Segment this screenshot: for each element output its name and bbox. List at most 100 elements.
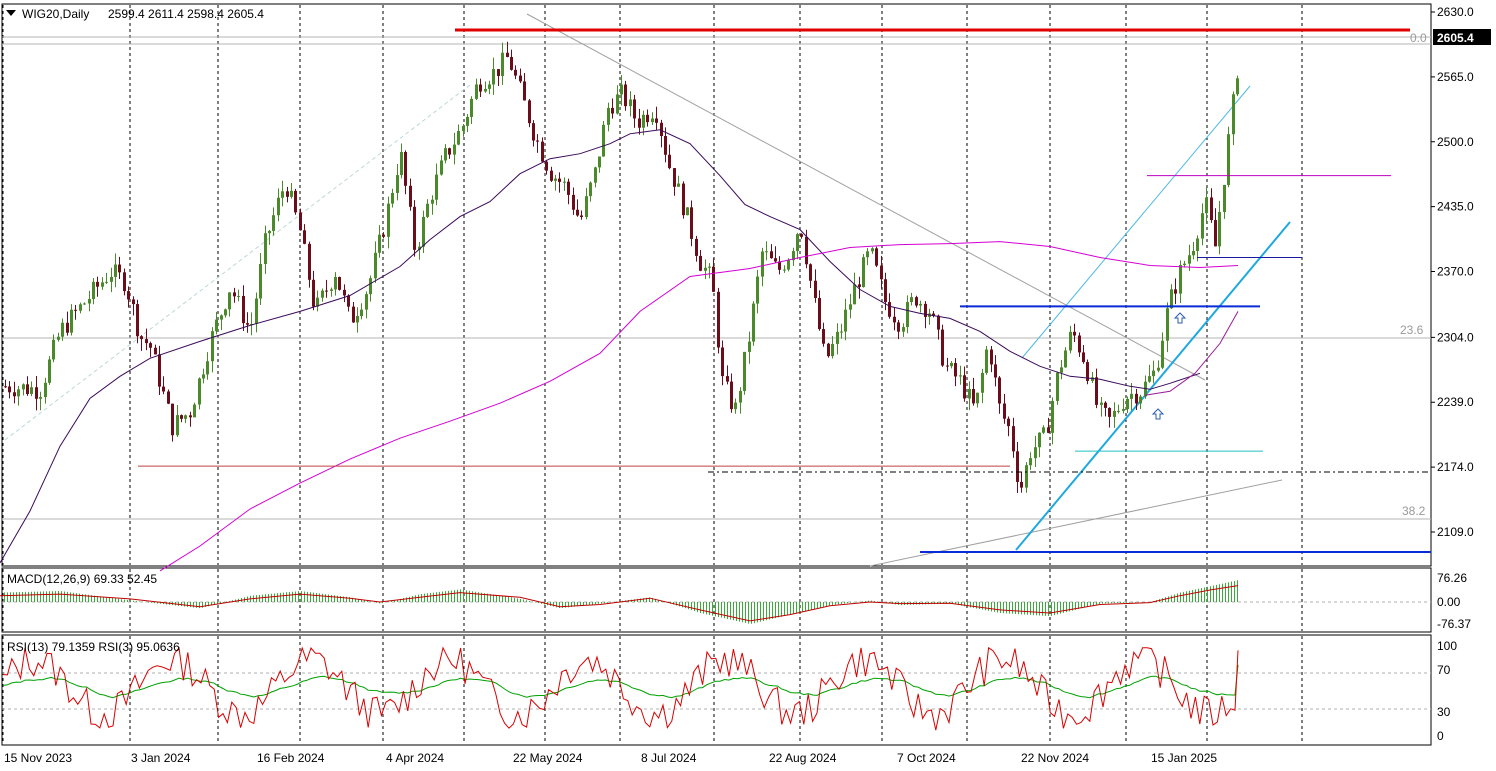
candle-down [712,266,715,292]
candle-up [88,299,91,304]
candle-down [668,154,671,169]
candle-up [1166,308,1169,341]
arrow-markers [1151,312,1187,420]
candle-down [1047,427,1050,433]
candle-down [171,403,174,436]
trend-lines [4,13,1291,567]
candle-up [976,392,979,404]
candle-up [756,276,759,304]
candle-down [514,69,517,76]
candle-down [528,100,531,124]
candle-down [541,141,544,162]
candle-up [277,197,280,216]
candle-up [796,234,799,252]
candle-down [158,354,161,387]
candle-down [946,365,949,367]
candle-up [677,183,680,187]
candle-up [563,181,566,183]
candle-down [858,284,861,287]
candle-down [123,272,126,292]
rsi-panel [1,634,1432,746]
candle-up [783,269,786,271]
candle-up [105,281,108,283]
candle-down [35,387,38,399]
candle-down [294,190,297,213]
candle-down [994,364,997,378]
y-tick-label: 2174.0 [1437,460,1474,474]
x-axis: 15 Nov 2023 3 Jan 2024 16 Feb 2024 4 Apr 20… [4,751,1217,765]
candle-down [132,299,135,305]
y-tick-label: 2630.0 [1437,5,1474,19]
candle-up [594,167,597,183]
candle-up [959,375,962,377]
candle-up [391,192,394,204]
candle-up [602,124,605,157]
candle-down [506,52,509,57]
candle-down [4,386,7,388]
candle-up [387,203,390,237]
candle-up [39,397,42,399]
candle-up [1179,264,1182,294]
candle-up [1152,370,1155,377]
candle-down [726,376,729,382]
candle-up [950,363,953,367]
candle-down [827,343,830,357]
candle-up [22,384,25,390]
candle-down [167,391,170,404]
moving-average-line [1144,311,1239,396]
symbol-label: WIG20,Daily [22,7,89,21]
candle-up [1100,402,1103,405]
y-tick-label: 2500.0 [1437,135,1474,149]
x-tick-label: 16 Feb 2024 [257,751,325,765]
candle-up [259,263,262,299]
candle-down [682,183,685,216]
candle-down [308,243,311,280]
rsi-tick-label: 70 [1437,663,1451,677]
candle-down [8,386,11,393]
candle-up [400,152,403,176]
candle-up [761,251,764,277]
candle-up [919,303,922,306]
x-tick-label: 22 May 2024 [513,751,583,765]
candle-up [492,69,495,85]
candle-down [972,389,975,404]
candle-up [1038,432,1041,448]
downtrend-line [526,13,1206,381]
candle-down [1020,481,1023,488]
candle-up [1148,376,1151,382]
candle-up [748,341,751,352]
candle-up [686,207,689,216]
candle-down [774,258,777,262]
candle-up [849,304,852,310]
dropdown-triangle-icon[interactable] [6,10,16,16]
candle-up [378,234,381,253]
x-tick-label: 15 Jan 2025 [1151,751,1217,765]
candle-up [374,252,377,279]
candle-down [611,107,614,114]
candle-up [356,316,359,323]
candle-down [924,303,927,317]
uptrend-channel [1021,85,1251,359]
candle-up [585,196,588,218]
candle-down [118,264,121,273]
candle-down [809,264,812,281]
candle-up [1025,465,1028,488]
y-tick-label: 2435.0 [1437,200,1474,214]
candle-down [888,302,891,317]
candle-down [822,329,825,344]
candle-up [369,278,372,295]
y-tick-label: 2370.0 [1437,265,1474,279]
candle-down [479,84,482,92]
candle-down [497,69,500,76]
candle-up [110,276,113,282]
candle-up [215,319,218,332]
candle-up [176,415,179,436]
x-tick-label: 22 Nov 2024 [1021,751,1089,765]
candle-down [1073,331,1076,336]
candle-up [444,148,447,161]
candle-down [382,234,385,237]
candle-up [316,297,319,307]
candle-down [1095,377,1098,405]
y-axis: 2630.0 2565.0 2500.0 2435.0 2370.0 2304.0 2239… [1431,5,1474,743]
